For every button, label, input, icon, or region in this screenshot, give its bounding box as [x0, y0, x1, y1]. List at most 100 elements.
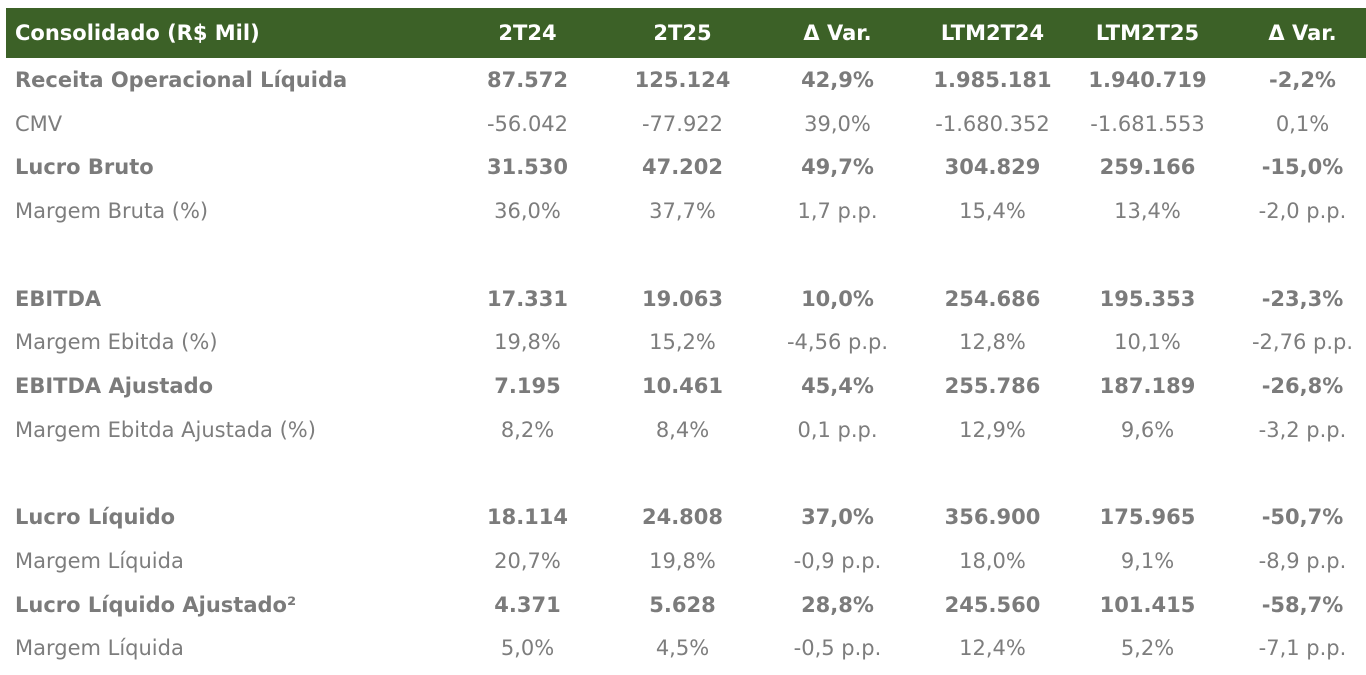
- cell-value: 187.189: [1099, 373, 1196, 398]
- cell-value: -23,3%: [1261, 286, 1344, 311]
- cell-value: 45,4%: [801, 373, 874, 398]
- cell-value: 10.461: [641, 373, 724, 398]
- table-row: Lucro Líquido Ajustado² 4.371 5.628 28,8% 24…: [6, 583, 1366, 627]
- column-header: 2T25: [653, 21, 712, 45]
- cell-value: -77.922: [641, 111, 724, 136]
- table-row: Lucro Líquido 18.114 24.808 37,0% 356.900 175…: [6, 496, 1366, 540]
- cell-value: 31.530: [486, 155, 569, 180]
- cell-value: 39,0%: [804, 111, 871, 136]
- cell-value: 12,8%: [959, 330, 1026, 355]
- cell-value: 47.202: [641, 155, 724, 180]
- cell-value: 37,0%: [801, 505, 874, 530]
- cell-value: 19,8%: [494, 330, 561, 355]
- row-label: EBITDA Ajustado: [15, 373, 214, 398]
- cell-value: 125.124: [634, 67, 731, 92]
- cell-value: 15,2%: [649, 330, 716, 355]
- row-label: Receita Operacional Líquida: [15, 67, 348, 92]
- cell-value: -2,76 p.p.: [1251, 330, 1354, 355]
- cell-value: 0,1%: [1275, 111, 1330, 136]
- cell-value: 1.940.719: [1088, 67, 1207, 92]
- cell-value: 304.829: [944, 155, 1041, 180]
- cell-value: 245.560: [944, 592, 1041, 617]
- cell-value: 10,1%: [1114, 330, 1181, 355]
- cell-value: 254.686: [944, 286, 1041, 311]
- cell-value: 20,7%: [494, 549, 561, 574]
- cell-value: -2,2%: [1269, 67, 1336, 92]
- header-title: Consolidado (R$ Mil): [15, 21, 260, 45]
- spacer-cell: [6, 452, 1366, 496]
- row-label: Margem Ebitda (%): [15, 330, 218, 355]
- cell-value: 1,7 p.p.: [797, 198, 878, 223]
- cell-value: 19,8%: [649, 549, 716, 574]
- cell-value: 356.900: [944, 505, 1041, 530]
- cell-value: 259.166: [1099, 155, 1196, 180]
- cell-value: 36,0%: [494, 198, 561, 223]
- cell-value: 18,0%: [959, 549, 1026, 574]
- column-header: LTM2T24: [940, 21, 1045, 45]
- cell-value: 28,8%: [801, 592, 874, 617]
- cell-value: -3,2 p.p.: [1258, 417, 1347, 442]
- column-header: Δ Var.: [1268, 21, 1337, 45]
- cell-value: 101.415: [1099, 592, 1196, 617]
- cell-value: 4,5%: [655, 636, 710, 661]
- cell-value: 15,4%: [959, 198, 1026, 223]
- cell-value: 5.628: [649, 592, 716, 617]
- table-row: Margem Bruta (%) 36,0% 37,7% 1,7 p.p. 15,4% 1…: [6, 189, 1366, 233]
- cell-value: -0,9 p.p.: [793, 549, 882, 574]
- cell-value: -8,9 p.p.: [1258, 549, 1347, 574]
- cell-value: -0,5 p.p.: [793, 636, 882, 661]
- cell-value: 5,0%: [500, 636, 555, 661]
- table-row: Lucro Bruto 31.530 47.202 49,7% 304.829 259.1…: [6, 145, 1366, 189]
- cell-value: 87.572: [486, 67, 569, 92]
- cell-value: 19.063: [641, 286, 724, 311]
- cell-value: -15,0%: [1261, 155, 1344, 180]
- column-header: 2T24: [498, 21, 557, 45]
- cell-value: 9,6%: [1120, 417, 1175, 442]
- cell-value: -4,56 p.p.: [786, 330, 889, 355]
- column-header: LTM2T25: [1095, 21, 1200, 45]
- table-header: Consolidado (R$ Mil) 2T24 2T25 Δ Var. LTM2T2…: [6, 8, 1366, 58]
- cell-value: 12,4%: [959, 636, 1026, 661]
- cell-value: 7.195: [494, 373, 561, 398]
- cell-value: -1.680.352: [935, 111, 1050, 136]
- column-header: Δ Var.: [803, 21, 872, 45]
- cell-value: 5,2%: [1120, 636, 1175, 661]
- table-row: Margem Ebitda (%) 19,8% 15,2% -4,56 p.p. 12,…: [6, 320, 1366, 364]
- cell-value: -7,1 p.p.: [1258, 636, 1347, 661]
- row-label: Lucro Líquido Ajustado²: [15, 592, 297, 617]
- cell-value: 255.786: [944, 373, 1041, 398]
- row-label: Margem Ebitda Ajustada (%): [15, 417, 316, 442]
- row-label: Margem Líquida: [15, 549, 184, 574]
- row-label: Margem Líquida: [15, 636, 184, 661]
- row-label: CMV: [15, 111, 63, 136]
- cell-value: -58,7%: [1261, 592, 1344, 617]
- cell-value: 195.353: [1099, 286, 1196, 311]
- table-row: Margem Ebitda Ajustada (%) 8,2% 8,4% 0,1 p.…: [6, 408, 1366, 452]
- cell-value: -50,7%: [1261, 505, 1344, 530]
- cell-value: 18.114: [486, 505, 569, 530]
- cell-value: 4.371: [494, 592, 561, 617]
- cell-value: 24.808: [641, 505, 724, 530]
- table-body: Receita Operacional Líquida 87.572 125.124…: [6, 58, 1366, 670]
- cell-value: -1.681.553: [1090, 111, 1205, 136]
- row-label: EBITDA: [15, 286, 102, 311]
- cell-value: -56.042: [486, 111, 569, 136]
- cell-value: 10,0%: [801, 286, 874, 311]
- cell-value: 37,7%: [649, 198, 716, 223]
- spacer-cell: [6, 233, 1366, 277]
- cell-value: 0,1 p.p.: [797, 417, 878, 442]
- spacer-row: [6, 452, 1366, 496]
- table-row: Margem Líquida 5,0% 4,5% -0,5 p.p. 12,4% 5,2%…: [6, 627, 1366, 671]
- cell-value: -2,0 p.p.: [1258, 198, 1347, 223]
- cell-value: 1.985.181: [933, 67, 1052, 92]
- table-row: EBITDA 17.331 19.063 10,0% 254.686 195.353 -23…: [6, 277, 1366, 321]
- spacer-row: [6, 233, 1366, 277]
- row-label: Lucro Líquido: [15, 505, 176, 530]
- cell-value: 12,9%: [959, 417, 1026, 442]
- cell-value: 9,1%: [1120, 549, 1175, 574]
- financial-table: Consolidado (R$ Mil) 2T24 2T25 Δ Var. LTM2T2…: [6, 8, 1366, 670]
- cell-value: 17.331: [486, 286, 569, 311]
- cell-value: 8,4%: [655, 417, 710, 442]
- cell-value: 175.965: [1099, 505, 1196, 530]
- table-row: CMV -56.042 -77.922 39,0% -1.680.352 -1.681.5…: [6, 102, 1366, 146]
